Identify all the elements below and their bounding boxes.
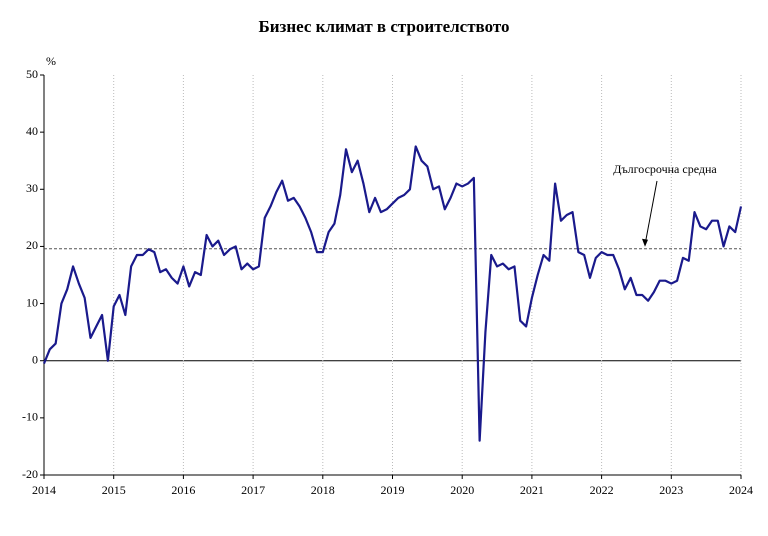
x-tick-label: 2017 <box>241 483 265 497</box>
data-line <box>42 145 743 442</box>
arrow-head <box>642 238 648 247</box>
x-tick-label: 2022 <box>590 483 614 497</box>
x-tick-label: 2023 <box>659 483 683 497</box>
reference-arrow <box>644 180 658 245</box>
y-tick-label: 0 <box>32 352 38 366</box>
y-tick-label: 50 <box>26 67 38 81</box>
x-tick-label: 2016 <box>171 483 195 497</box>
x-tick-label: 2020 <box>450 483 474 497</box>
reference-label: Дългосрочна средна <box>613 162 717 176</box>
x-tick-label: 2018 <box>311 483 335 497</box>
y-tick-label: 30 <box>26 181 38 195</box>
x-tick-label: 2014 <box>32 483 56 497</box>
x-tick-label: 2021 <box>520 483 544 497</box>
y-tick-label: 20 <box>26 238 38 252</box>
y-tick-label: 10 <box>26 295 38 309</box>
y-axis-label: % <box>46 54 56 68</box>
x-tick-label: 2024 <box>729 483 753 497</box>
y-tick-label: -10 <box>22 410 38 424</box>
x-tick-label: 2019 <box>381 483 405 497</box>
y-tick-label: -20 <box>22 467 38 481</box>
y-tick-label: 40 <box>26 124 38 138</box>
x-tick-label: 2015 <box>102 483 126 497</box>
chart-title: Бизнес климат в строителството <box>258 17 509 36</box>
